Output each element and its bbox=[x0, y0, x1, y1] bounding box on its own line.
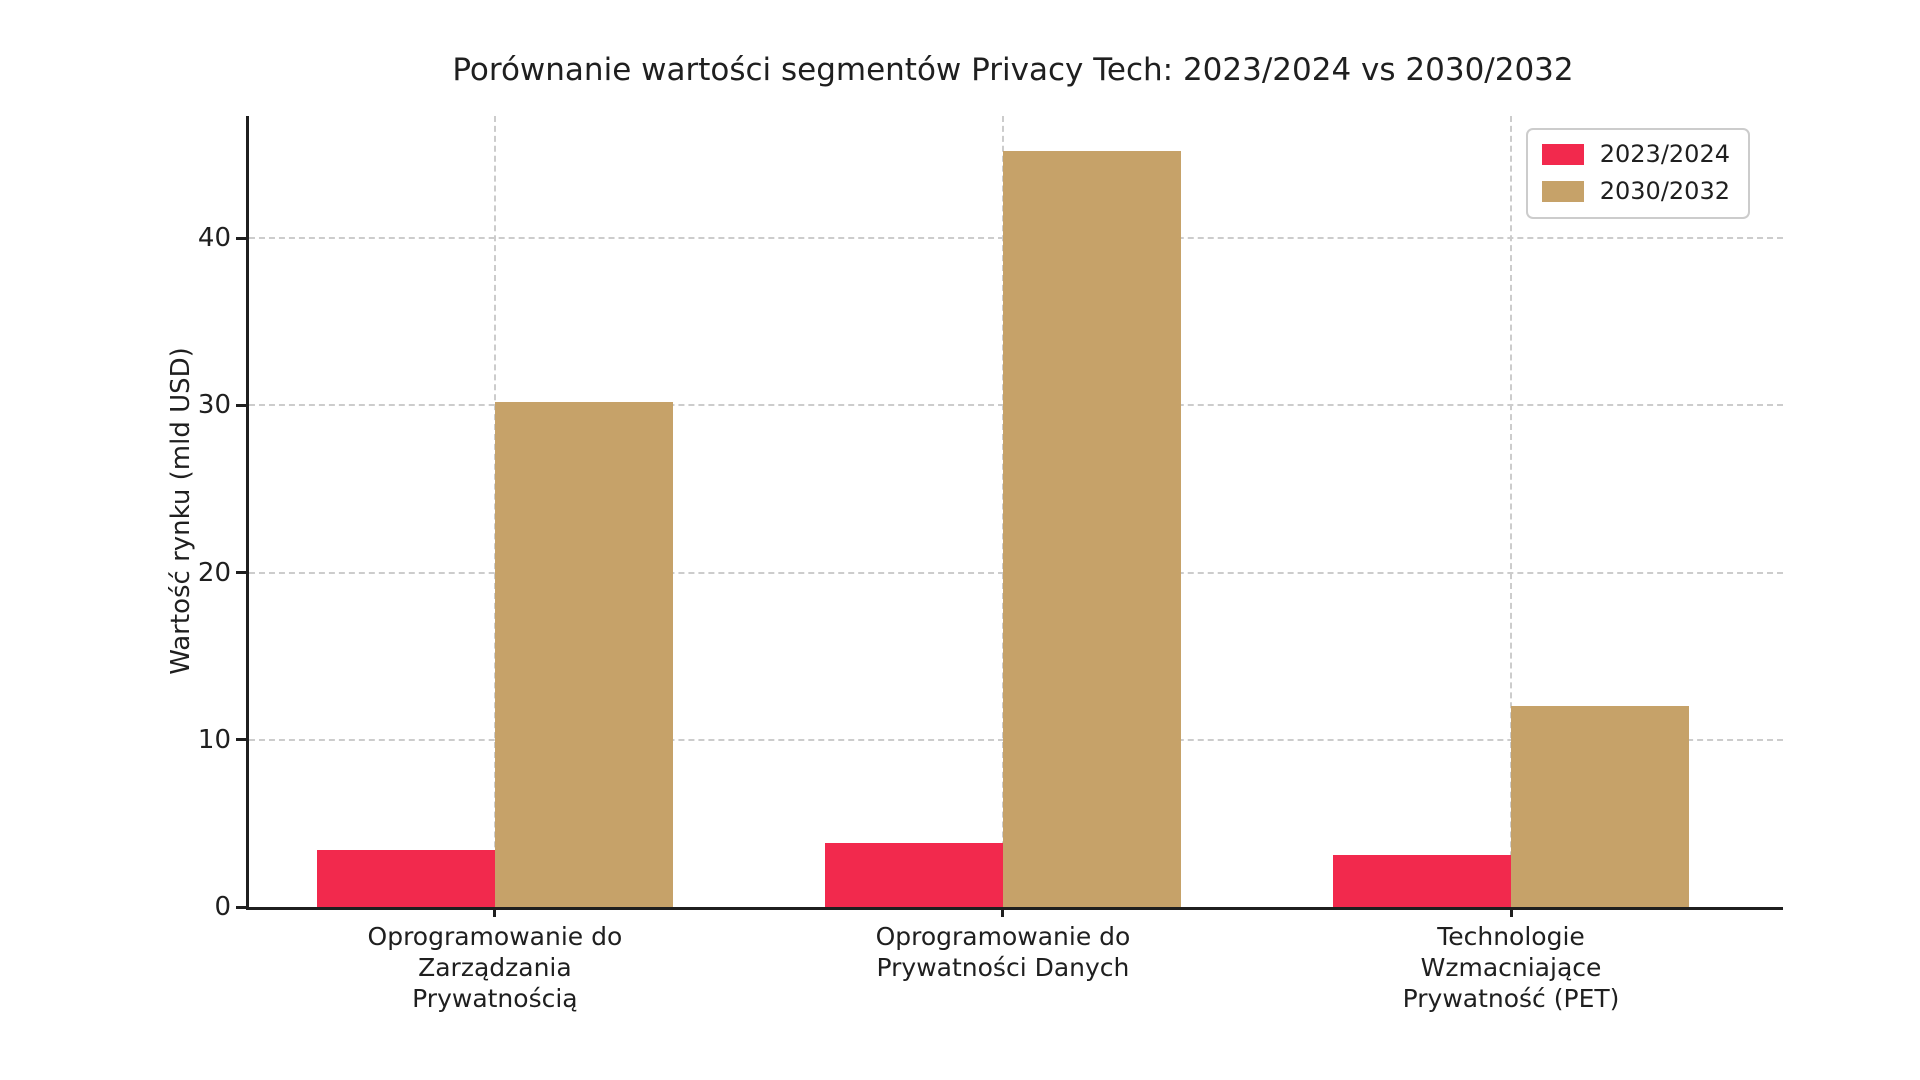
legend-swatch-icon bbox=[1541, 143, 1584, 165]
bar-2023/2024-cat1 bbox=[316, 850, 495, 907]
y-tick-label: 40 bbox=[197, 223, 231, 254]
y-tick bbox=[236, 571, 246, 575]
v-gridline bbox=[1510, 116, 1513, 907]
bar-2030/2032-cat1 bbox=[494, 401, 673, 907]
y-tick-label: 0 bbox=[214, 892, 231, 922]
y-tick-label: 20 bbox=[197, 557, 231, 588]
x-category-label: Oprogramowanie do Prywatności Danych bbox=[875, 922, 1131, 982]
bar-2030/2032-cat2 bbox=[1002, 151, 1181, 907]
y-tick bbox=[236, 403, 246, 407]
x-category-label: Oprogramowanie do Zarządzania Prywatnośc… bbox=[367, 922, 623, 1013]
legend: 2023/2024 2030/2032 bbox=[1525, 128, 1750, 219]
legend-label: 2030/2032 bbox=[1599, 177, 1730, 205]
legend-item: 2030/2032 bbox=[1541, 177, 1730, 205]
x-tick bbox=[493, 907, 497, 917]
bar-2023/2024-cat2 bbox=[824, 843, 1003, 907]
x-tick bbox=[1509, 907, 1513, 917]
bar-2030/2032-cat3 bbox=[1511, 706, 1690, 907]
y-tick bbox=[236, 905, 246, 909]
legend-swatch-icon bbox=[1541, 180, 1584, 202]
legend-item: 2023/2024 bbox=[1541, 140, 1730, 168]
y-tick-label: 30 bbox=[197, 390, 231, 421]
legend-label: 2023/2024 bbox=[1599, 140, 1730, 168]
x-category-label: Technologie Wzmacniające Prywatność (PET… bbox=[1402, 922, 1620, 1013]
bar-2023/2024-cat3 bbox=[1333, 855, 1512, 907]
plot-area: 2023/2024 2030/2032 0 10 20 30 40 Oprogramowan… bbox=[198, 116, 1783, 1013]
chart-title: Porównanie wartości segmentów Privacy Te… bbox=[452, 52, 1574, 88]
y-tick bbox=[236, 738, 246, 742]
y-tick-label: 10 bbox=[197, 724, 231, 755]
x-tick bbox=[1001, 907, 1005, 917]
y-tick bbox=[236, 236, 246, 240]
